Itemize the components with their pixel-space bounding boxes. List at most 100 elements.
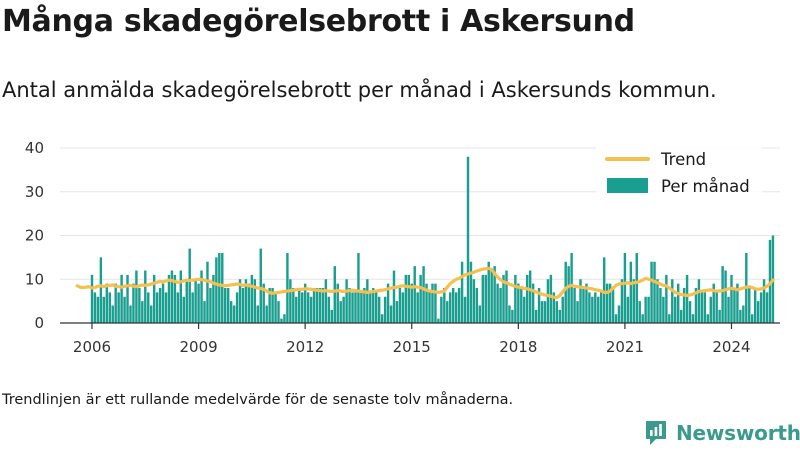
bar [688, 301, 692, 324]
bar [475, 288, 479, 323]
bar [401, 292, 405, 324]
bar [668, 314, 671, 323]
bar [659, 288, 662, 323]
bar [502, 274, 505, 324]
bar [591, 296, 594, 323]
bar [457, 288, 461, 323]
bar [315, 288, 319, 323]
y-tick-label: 30 [25, 183, 44, 201]
bar [152, 274, 156, 324]
bar [602, 257, 606, 324]
legend-trend-label: Trend [660, 150, 706, 169]
bar [221, 253, 224, 323]
bar [218, 253, 221, 323]
bar [155, 292, 159, 324]
bar [564, 261, 567, 323]
bar [158, 288, 162, 323]
bar-series [90, 156, 775, 324]
newsworthy-logo-icon [646, 421, 666, 445]
bar [653, 261, 656, 323]
bar [481, 274, 485, 324]
bar [120, 274, 123, 324]
bar [647, 296, 650, 323]
bar [600, 292, 603, 324]
bar [431, 283, 434, 324]
bar [339, 301, 342, 324]
bar [327, 296, 331, 323]
bar [534, 309, 538, 324]
bar [407, 274, 410, 324]
bar [712, 283, 715, 324]
x-tick-label: 2006 [73, 338, 111, 356]
bar [552, 292, 556, 324]
bar [138, 288, 141, 323]
bar [111, 305, 114, 323]
bar [446, 301, 449, 324]
bar [742, 305, 745, 323]
bar [558, 309, 561, 324]
bar [478, 305, 482, 323]
bar [144, 270, 147, 323]
y-tick-label: 10 [25, 270, 44, 288]
bar [321, 288, 325, 323]
bar [523, 296, 526, 323]
bar [463, 296, 467, 323]
bar [369, 292, 372, 324]
bar [357, 253, 360, 323]
bar [508, 305, 511, 323]
bar [363, 288, 366, 323]
bar [570, 253, 573, 323]
bar [567, 266, 570, 324]
bar [665, 274, 668, 324]
bar [759, 292, 763, 324]
bar [641, 314, 644, 323]
bar [253, 279, 257, 323]
bar [135, 270, 138, 323]
x-tick-label: 2021 [606, 338, 644, 356]
bar [662, 296, 665, 323]
bar [93, 292, 97, 324]
bar [132, 283, 135, 324]
bar [656, 279, 659, 323]
y-tick-label: 40 [25, 139, 44, 157]
bar [487, 261, 490, 323]
bar [170, 270, 174, 323]
y-axis-ticks: 0 10 20 30 40 [25, 139, 44, 332]
bar [386, 283, 390, 324]
bar [623, 253, 627, 323]
bar [555, 301, 559, 324]
chart-subtitle: Antal anmälda skadegörelsebrott per måna… [2, 78, 717, 102]
bar [348, 288, 351, 323]
legend: Trend Per månad [596, 144, 762, 206]
y-tick-label: 20 [25, 227, 44, 245]
bar [496, 283, 499, 324]
bar [573, 288, 576, 323]
bar [632, 279, 636, 323]
bar [579, 279, 582, 323]
bar [306, 292, 310, 324]
bar [167, 274, 171, 324]
bar [360, 292, 363, 324]
bar [416, 292, 419, 324]
bar [505, 270, 508, 323]
bar [150, 305, 153, 323]
bar [718, 309, 721, 324]
bar [733, 288, 736, 323]
bar [185, 279, 188, 323]
bar [425, 283, 428, 324]
chart-title: Många skadegörelsebrott i Askersund [2, 4, 635, 39]
bar [182, 296, 185, 323]
bar [597, 296, 600, 323]
x-tick-label: 2018 [499, 338, 537, 356]
bar [428, 292, 431, 324]
bar [259, 248, 262, 324]
bar [309, 296, 313, 323]
bar [244, 279, 248, 323]
bar [224, 288, 227, 323]
trend-line [75, 266, 775, 300]
trend-series [75, 266, 775, 300]
bar [451, 288, 455, 323]
bar [549, 274, 553, 324]
bar [280, 318, 283, 324]
bar [525, 274, 529, 324]
